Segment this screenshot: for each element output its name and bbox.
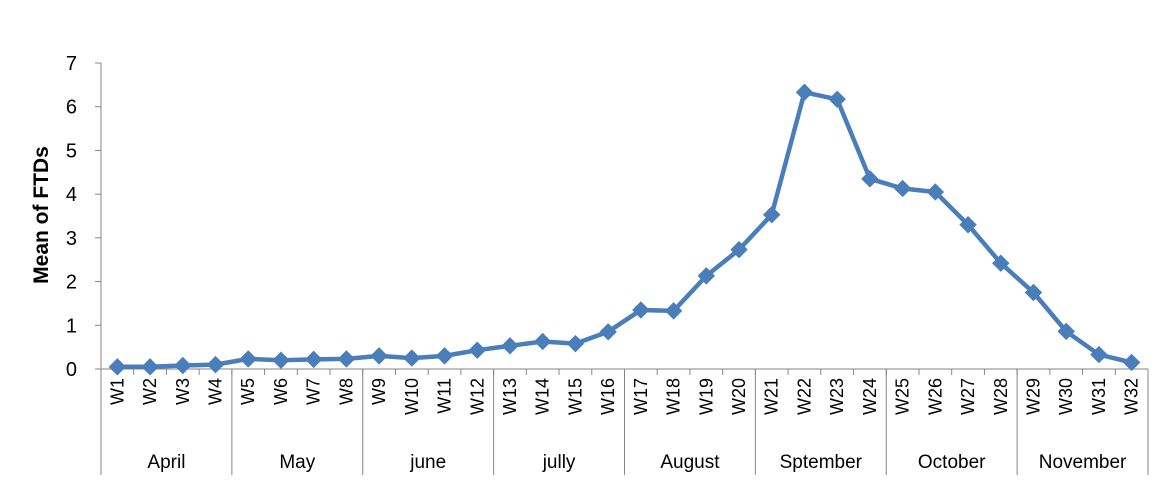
data-point-marker (533, 332, 552, 351)
month-label: October (918, 452, 986, 473)
x-tick-label: W28 (991, 378, 1011, 415)
data-point-marker (828, 90, 846, 108)
data-point-marker (795, 83, 814, 101)
y-tick-label: 6 (66, 97, 77, 119)
x-tick-label: W10 (402, 378, 422, 415)
x-tick-label: W9 (369, 378, 389, 405)
data-point-marker (304, 350, 323, 369)
x-tick-label: W3 (173, 378, 193, 405)
x-tick-label: W18 (664, 378, 684, 415)
x-tick-label: W8 (336, 378, 356, 405)
data-point-marker (141, 358, 159, 376)
x-tick-label: W4 (206, 378, 226, 405)
x-tick-label: W2 (140, 378, 160, 405)
data-point-marker (468, 341, 486, 359)
data-point-marker (1090, 345, 1108, 364)
x-tick-label: W16 (598, 378, 618, 415)
data-point-marker (206, 355, 225, 374)
x-tick-label: W29 (1023, 378, 1043, 415)
x-tick-label: W12 (467, 378, 487, 415)
data-point-marker (1057, 322, 1075, 341)
month-label: june (409, 452, 446, 473)
x-tick-label: W24 (860, 378, 880, 415)
month-label: Sptember (780, 452, 863, 473)
series-line (117, 90, 1133, 370)
x-tick-label: W32 (1122, 378, 1142, 415)
x-tick-label: W15 (565, 378, 585, 415)
axes (95, 62, 1149, 475)
data-point-marker (337, 350, 356, 368)
data-point-marker (435, 347, 454, 365)
y-tick-label: 5 (66, 140, 77, 162)
data-point-marker (763, 205, 781, 224)
data-point-marker (370, 347, 388, 365)
month-group-labels: April May june jully August Sptember October No… (147, 452, 1127, 473)
x-tick-label: W20 (729, 378, 749, 415)
data-point-marker (664, 302, 683, 320)
x-tick-label: W14 (533, 378, 553, 415)
data-point-marker (893, 179, 912, 198)
x-tick-label: W26 (925, 378, 945, 415)
data-point-marker (959, 216, 977, 234)
data-point-marker (730, 240, 748, 259)
data-point-marker (501, 337, 519, 355)
y-tick-label: 1 (66, 315, 77, 337)
data-point-marker (599, 323, 617, 341)
x-tick-label: W11 (435, 378, 455, 414)
x-tick-label: W7 (304, 378, 324, 405)
x-tick-labels: W1 W2 W3 W4 W5 W6 W7 W8 W9 W10 W11 W12 W13 W14 W15 W16 W… (107, 378, 1141, 415)
y-tick-labels: 0 1 2 3 4 5 6 7 (66, 53, 77, 381)
x-tick-label: W25 (893, 378, 913, 415)
month-label: jully (542, 452, 576, 473)
y-tick-label: 3 (66, 228, 77, 250)
data-point-marker (566, 334, 585, 353)
data-point-marker (403, 349, 421, 367)
x-tick-label: W13 (500, 378, 520, 415)
data-point-marker (272, 351, 290, 369)
x-tick-label: W30 (1056, 378, 1076, 415)
x-tick-label: W22 (794, 378, 814, 415)
data-point-marker (697, 267, 716, 285)
x-tick-label: W17 (631, 378, 651, 415)
x-tick-label: W27 (958, 378, 978, 415)
month-label: August (660, 452, 720, 473)
month-label: April (147, 452, 185, 473)
y-tick-label: 4 (66, 184, 77, 206)
y-tick-label: 2 (66, 272, 77, 294)
data-point-marker (992, 254, 1010, 272)
y-axis-label: Mean of FTDs (30, 146, 53, 284)
x-tick-label: W31 (1089, 378, 1109, 415)
data-point-marker (108, 358, 127, 376)
series-line-group (108, 83, 1141, 376)
x-tick-label: W1 (107, 378, 127, 405)
x-tick-label: W6 (271, 378, 291, 405)
data-point-marker (239, 350, 257, 368)
month-label: November (1039, 452, 1127, 473)
data-point-marker (174, 356, 192, 375)
y-tick-label: 0 (66, 359, 77, 381)
data-point-marker (1122, 353, 1141, 372)
data-point-marker (861, 170, 879, 188)
y-tick-label: 7 (66, 53, 77, 75)
month-label: May (279, 452, 315, 473)
x-tick-label: W23 (827, 378, 847, 415)
data-point-marker (1024, 283, 1043, 302)
data-point-marker (632, 301, 650, 319)
x-tick-label: W5 (238, 378, 258, 405)
x-tick-label: W21 (762, 378, 782, 415)
x-tick-label: W19 (696, 378, 716, 415)
data-point-marker (926, 183, 945, 201)
